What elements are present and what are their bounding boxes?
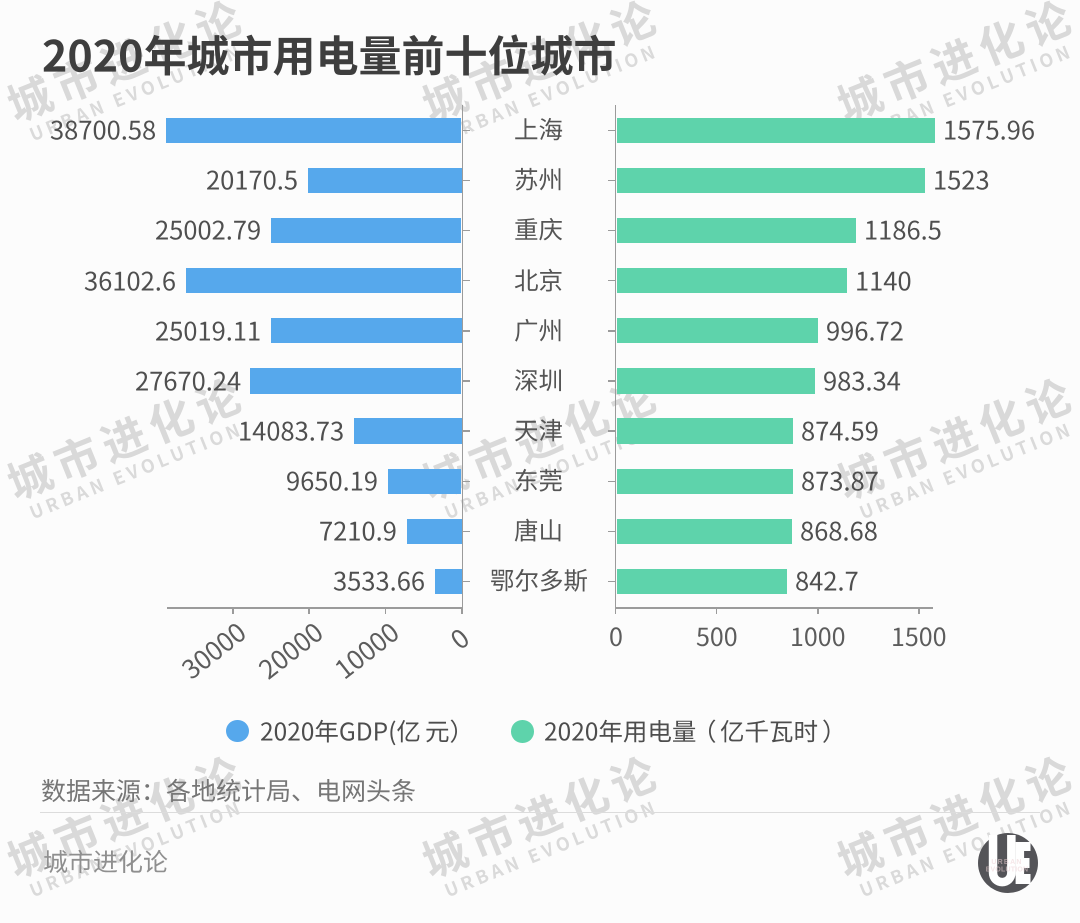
svg-text:EVOLUTION: EVOLUTION bbox=[986, 867, 1029, 874]
svg-text:URBAN: URBAN bbox=[991, 859, 1022, 866]
